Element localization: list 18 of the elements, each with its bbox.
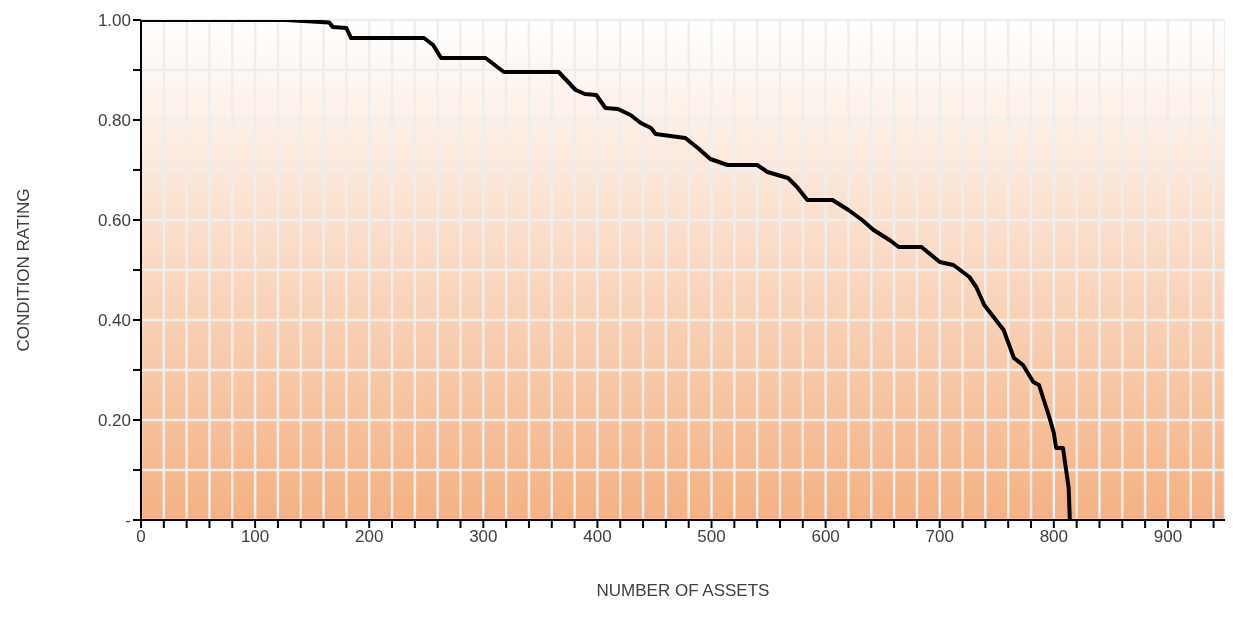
y-axis-title: CONDITION RATING	[14, 188, 34, 352]
x-tick-label: 300	[469, 527, 498, 547]
y-tick-label: 0.40	[97, 311, 131, 331]
x-tick-label: 800	[1039, 527, 1069, 547]
y-tick-label: 0.20	[97, 411, 131, 431]
x-tick-label: 200	[355, 527, 384, 547]
x-tick-label: 500	[697, 527, 726, 547]
x-tick-label: 100	[240, 527, 270, 547]
x-axis-title: NUMBER OF ASSETS	[596, 581, 770, 600]
y-tick-label: -	[125, 511, 131, 531]
x-tick-label: 600	[811, 527, 840, 547]
x-tick-label: 900	[1153, 527, 1183, 547]
y-tick-label: 1.00	[97, 11, 131, 31]
y-tick-label: 0.80	[97, 111, 131, 131]
x-tick-label: 700	[925, 527, 954, 547]
x-tick-label: 400	[583, 527, 612, 547]
y-tick-label: 0.60	[97, 211, 131, 231]
x-tick-label: 0	[136, 527, 146, 547]
